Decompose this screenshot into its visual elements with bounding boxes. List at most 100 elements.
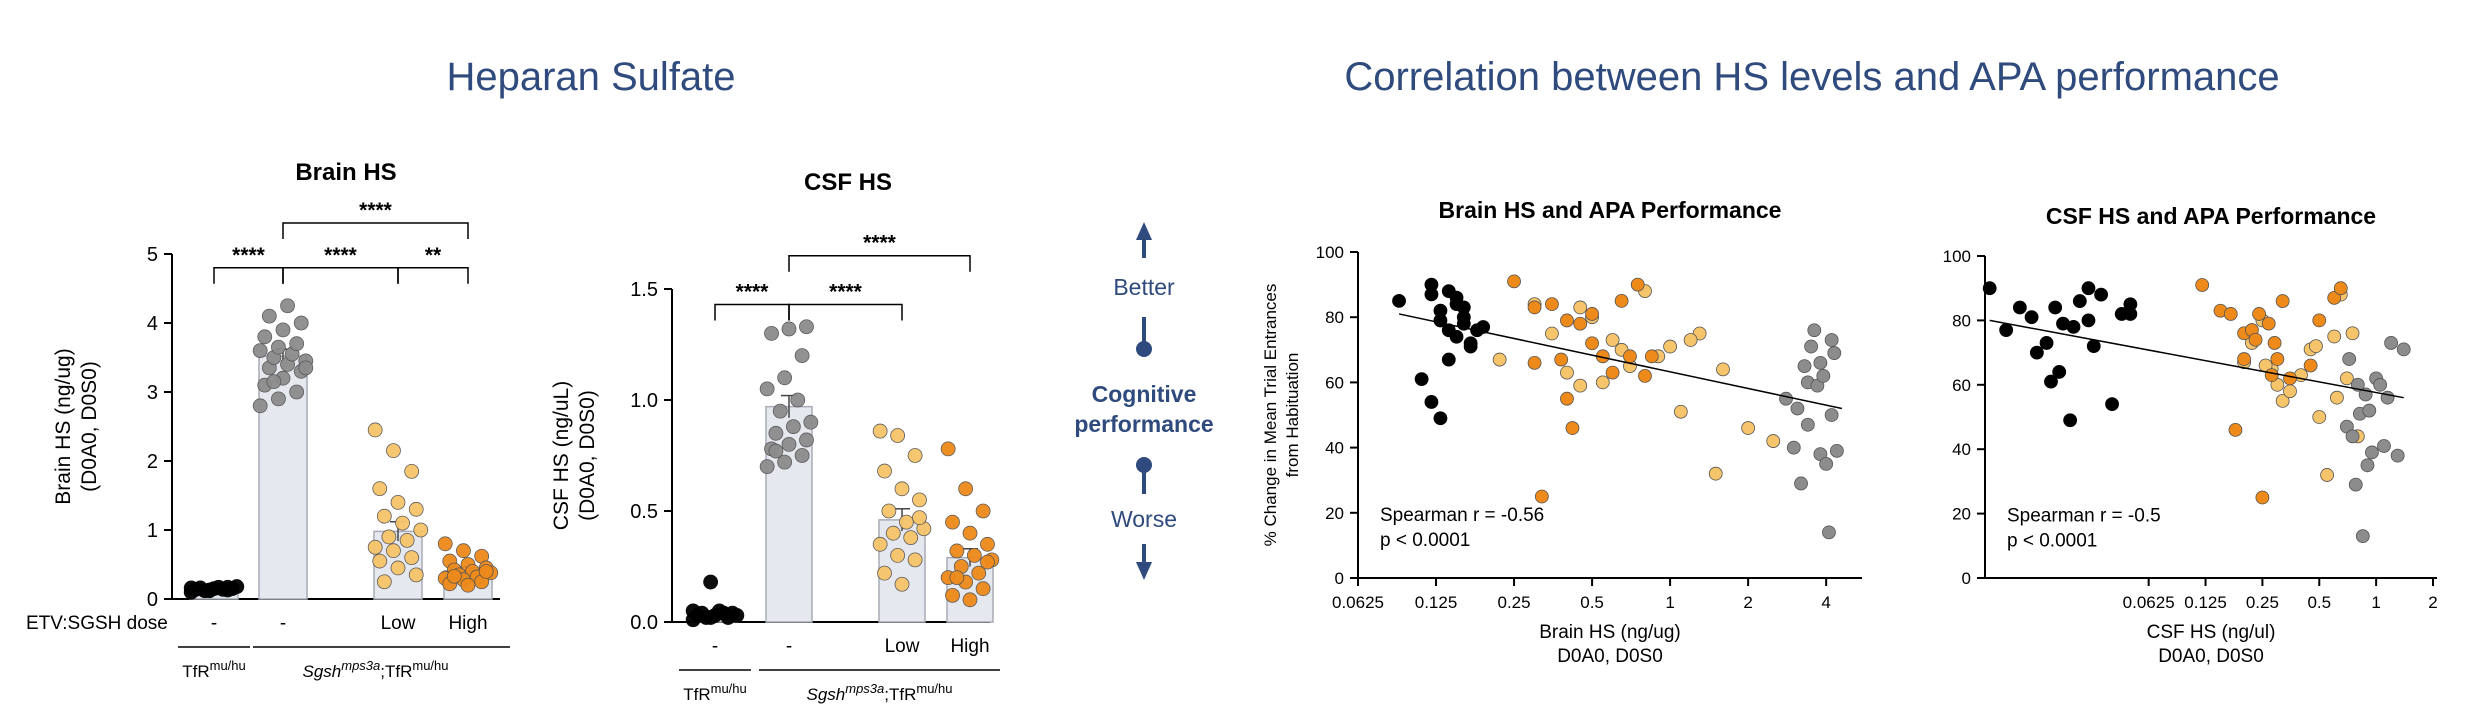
csf-hs-bar-chart: CSF HS 0.0 0.5 1.0 1.5 CSF HS (ng/uL) (D0A0, D… bbox=[550, 169, 1000, 704]
csf-hs-scatter-chart: CSF HS and APA Performance 0 20 40 60 80 100 0.… bbox=[1943, 203, 2438, 667]
scatter-point bbox=[2012, 300, 2027, 315]
x-tick-label: 0.0625 bbox=[2123, 593, 2175, 612]
y-tick-label: 80 bbox=[1325, 308, 1344, 327]
y-tick-label: 3 bbox=[147, 382, 158, 404]
scatter-point bbox=[1999, 323, 2014, 337]
better-label: Better bbox=[1113, 274, 1175, 300]
data-point bbox=[872, 536, 888, 552]
scatter-point bbox=[2327, 329, 2342, 344]
y-tick-label: 1.5 bbox=[630, 279, 658, 301]
y-tick-label: 100 bbox=[1316, 243, 1344, 262]
scatter-point bbox=[2252, 307, 2266, 321]
data-point bbox=[271, 391, 286, 407]
x-tick-label: 0.25 bbox=[1498, 593, 1531, 612]
data-point bbox=[390, 560, 406, 576]
scatter-point bbox=[1414, 372, 1429, 387]
data-point bbox=[376, 508, 392, 524]
scatter-point bbox=[2228, 422, 2243, 437]
scatter-point bbox=[2195, 278, 2210, 292]
data-point bbox=[794, 448, 810, 463]
data-point bbox=[298, 360, 314, 376]
scatter-point bbox=[1766, 434, 1781, 448]
significance-stars: **** bbox=[863, 232, 897, 255]
scatter-point bbox=[1716, 362, 1730, 377]
scatter-point bbox=[1813, 355, 1828, 370]
data-point bbox=[220, 579, 236, 595]
data-point bbox=[903, 530, 919, 546]
scatter-point bbox=[1663, 339, 1678, 354]
data-point bbox=[799, 432, 814, 448]
scatter-point bbox=[2024, 310, 2039, 325]
data-point bbox=[395, 515, 410, 531]
data-point bbox=[261, 308, 277, 324]
x-tick-label: 0.125 bbox=[1415, 593, 1458, 612]
y-axis-label-sub: from Habituation bbox=[1283, 353, 1302, 478]
x-tick-label: 1 bbox=[1665, 593, 1674, 612]
significance-stars: **** bbox=[232, 244, 266, 267]
scatter-point bbox=[2312, 410, 2327, 424]
data-point bbox=[894, 481, 910, 497]
scatter-point bbox=[2086, 339, 2101, 354]
data-point bbox=[381, 529, 397, 545]
scatter-point bbox=[2345, 429, 2360, 444]
chart-title: CSF HS and APA Performance bbox=[2046, 203, 2376, 229]
significance-bracket bbox=[282, 222, 469, 239]
y-tick-label: 0.0 bbox=[630, 612, 658, 634]
data-point bbox=[790, 392, 806, 408]
data-point bbox=[958, 481, 974, 497]
scatter-point bbox=[2029, 345, 2044, 360]
significance-bracket bbox=[397, 267, 469, 284]
data-point bbox=[872, 423, 888, 439]
data-point bbox=[885, 525, 901, 541]
y-axis-label-sub: (D0A0, D0S0) bbox=[576, 390, 599, 521]
scatter-point bbox=[2063, 413, 2078, 428]
x-tick-label: 0.125 bbox=[2184, 593, 2227, 612]
data-point bbox=[940, 441, 956, 457]
group-label-tfr: TfRmu/hu bbox=[683, 681, 747, 704]
scatter-point bbox=[1638, 368, 1652, 383]
scatter-point bbox=[1824, 333, 1839, 347]
scatter-point bbox=[1623, 349, 1637, 364]
data-point bbox=[877, 565, 892, 581]
scatter-point bbox=[2333, 281, 2348, 296]
scatter-point bbox=[2081, 281, 2096, 296]
y-axis-label-sub: (D0A0, D0S0) bbox=[78, 361, 101, 492]
scatter-point bbox=[2248, 332, 2263, 347]
y-tick-label: 40 bbox=[1325, 439, 1344, 458]
data-point bbox=[890, 548, 906, 563]
scatter-point bbox=[2342, 352, 2357, 366]
scatter-point bbox=[1630, 277, 1645, 292]
y-tick-label: 2 bbox=[147, 451, 158, 473]
y-tick-label: 0 bbox=[147, 589, 158, 611]
data-point bbox=[785, 419, 801, 435]
data-point bbox=[271, 339, 286, 355]
scatter-point bbox=[2283, 384, 2297, 399]
scatter-point bbox=[2275, 393, 2290, 408]
scatter-point bbox=[2264, 368, 2279, 383]
data-point bbox=[183, 580, 199, 596]
scatter-point bbox=[1507, 274, 1521, 289]
x-tick-label: - bbox=[786, 636, 792, 657]
scatter-point bbox=[1573, 378, 1588, 393]
scatter-point bbox=[2396, 342, 2411, 357]
regression-line bbox=[1989, 319, 2404, 399]
arrow-up-head bbox=[1136, 222, 1152, 240]
x-axis-label: CSF HS (ng/ul) bbox=[2147, 622, 2276, 643]
data-point bbox=[703, 574, 719, 590]
upper-dot bbox=[1136, 341, 1152, 357]
scatter-point bbox=[1545, 297, 1559, 312]
scatter-point bbox=[2309, 339, 2323, 354]
scatter-point bbox=[2255, 490, 2270, 505]
x-tick-label: - bbox=[712, 636, 718, 657]
x-tick-label: Low bbox=[885, 636, 920, 657]
scatter-point bbox=[1554, 352, 1569, 367]
data-point bbox=[376, 574, 392, 590]
scatter-point bbox=[2373, 377, 2388, 392]
scatter-point bbox=[1982, 281, 1997, 296]
data-point bbox=[777, 370, 793, 386]
significance-bracket bbox=[788, 303, 903, 321]
scatter-point bbox=[2094, 287, 2109, 302]
scatter-point bbox=[2052, 365, 2067, 379]
scatter-point bbox=[1807, 323, 1822, 338]
scatter-point bbox=[1424, 395, 1439, 409]
